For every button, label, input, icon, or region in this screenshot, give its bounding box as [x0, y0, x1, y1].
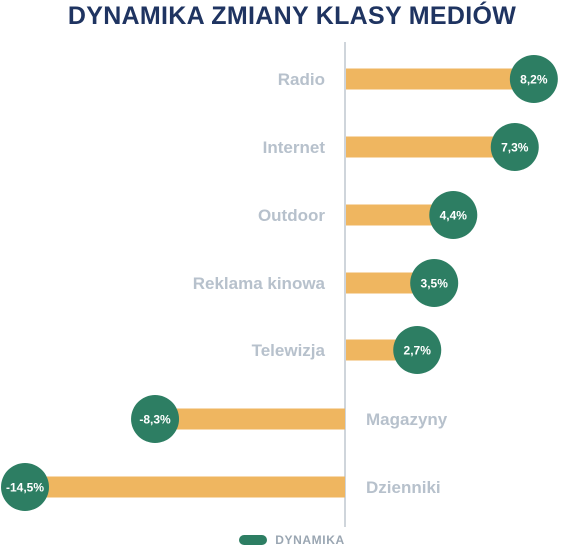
category-label: Internet: [263, 138, 326, 157]
category-label: Telewizja: [252, 341, 326, 360]
bar: [346, 68, 520, 90]
value-label: 2,7%: [404, 344, 432, 358]
value-bubble: [509, 55, 558, 103]
bar: [346, 272, 421, 294]
legend-swatch: [239, 535, 268, 545]
value-bubble: [490, 123, 539, 171]
value-label: 7,3%: [501, 141, 529, 155]
value-bubble: [429, 191, 478, 239]
value-label: -8,3%: [139, 413, 171, 427]
bar: [169, 408, 345, 430]
value-bubble: [393, 326, 442, 374]
category-label: Reklama kinowa: [193, 274, 326, 293]
category-label: Dzienniki: [366, 478, 441, 497]
value-label: 8,2%: [520, 73, 548, 87]
value-bubble: [410, 259, 459, 307]
category-label: Magazyny: [366, 410, 448, 429]
category-label: Outdoor: [258, 206, 325, 225]
bar: [346, 339, 404, 361]
chart-title: DYNAMIKA ZMIANY KLASY MEDIÓW: [67, 2, 517, 30]
bar: [37, 476, 345, 498]
category-label: Radio: [278, 70, 325, 89]
value-label: 3,5%: [421, 277, 449, 291]
legend: DYNAMIKA: [0, 533, 584, 547]
bar: [346, 136, 501, 158]
value-bubble: [1, 463, 49, 511]
value-label: 4,4%: [440, 209, 468, 223]
value-bubble: [131, 395, 180, 443]
bar: [346, 204, 440, 226]
value-label: -14,5%: [6, 481, 44, 495]
legend-label: DYNAMIKA: [275, 533, 345, 547]
